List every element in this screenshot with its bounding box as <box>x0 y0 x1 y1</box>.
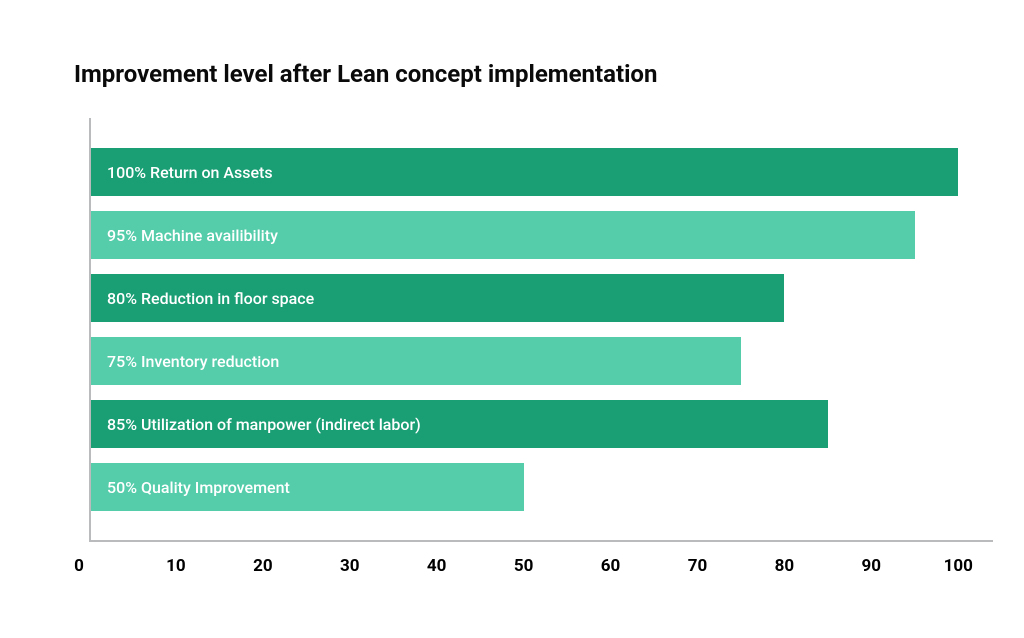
x-tick-label: 90 <box>862 556 882 576</box>
bar: 75% Inventory reduction <box>91 337 741 385</box>
bar: 50% Quality Improvement <box>91 463 524 511</box>
bar: 80% Reduction in floor space <box>91 274 784 322</box>
bar-label: 95% Machine availibility <box>107 226 278 245</box>
x-tick-label: 0 <box>74 556 84 576</box>
chart-container: Improvement level after Lean concept imp… <box>0 0 1024 638</box>
x-tick-label: 10 <box>166 556 186 576</box>
chart-title: Improvement level after Lean concept imp… <box>74 60 657 88</box>
bar-label: 75% Inventory reduction <box>107 352 279 371</box>
x-tick-label: 60 <box>601 556 621 576</box>
x-tick-label: 100 <box>944 556 973 576</box>
bar: 100% Return on Assets <box>91 148 958 196</box>
bar-label: 85% Utilization of manpower (indirect la… <box>107 415 421 434</box>
x-tick-label: 70 <box>688 556 708 576</box>
plot-area: 100% Return on Assets 95% Machine availib… <box>89 118 993 542</box>
bar-label: 50% Quality Improvement <box>107 478 290 497</box>
x-tick-label: 40 <box>427 556 447 576</box>
x-tick-label: 50 <box>514 556 534 576</box>
x-tick-label: 80 <box>775 556 795 576</box>
x-axis-line <box>89 540 993 542</box>
bar: 85% Utilization of manpower (indirect la… <box>91 400 828 448</box>
bar-label: 100% Return on Assets <box>107 163 273 182</box>
x-tick-label: 20 <box>253 556 273 576</box>
bar-label: 80% Reduction in floor space <box>107 289 314 308</box>
x-tick-label: 30 <box>340 556 360 576</box>
bar: 95% Machine availibility <box>91 211 915 259</box>
